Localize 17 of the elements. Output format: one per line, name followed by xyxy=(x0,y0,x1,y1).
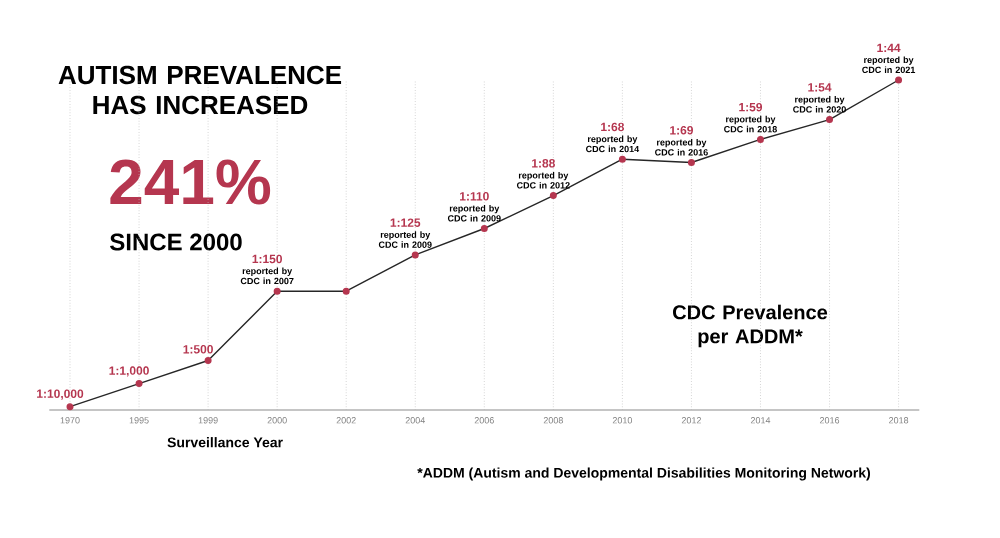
point xyxy=(411,251,419,259)
point xyxy=(895,76,903,84)
point xyxy=(342,287,350,295)
chart-title: AUTISM PREVALENCE HAS INCREASED xyxy=(58,65,342,115)
point xyxy=(66,403,74,411)
point xyxy=(549,192,557,200)
point xyxy=(273,287,281,295)
annotation: CDC Prevalence per ADDM* xyxy=(673,304,828,348)
point xyxy=(756,135,764,143)
point xyxy=(826,116,834,124)
point xyxy=(687,159,695,166)
point xyxy=(618,155,626,163)
annotation: SINCE 2000 xyxy=(110,233,242,251)
point xyxy=(204,357,212,364)
annotation: 241% xyxy=(110,159,271,205)
point xyxy=(480,225,488,233)
point xyxy=(135,380,143,388)
